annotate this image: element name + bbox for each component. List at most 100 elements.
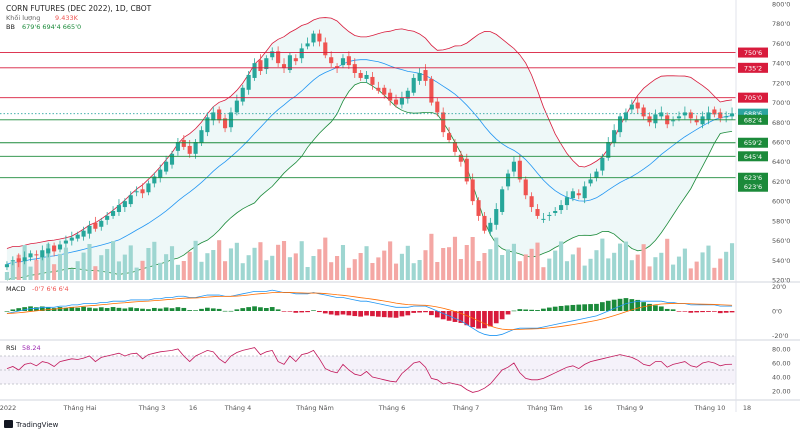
candle-body[interactable] bbox=[46, 248, 51, 254]
candle-body[interactable] bbox=[671, 120, 676, 122]
candle-body[interactable] bbox=[476, 200, 481, 216]
candle-body[interactable] bbox=[311, 33, 316, 43]
candle-body[interactable] bbox=[505, 173, 511, 187]
candle-body[interactable] bbox=[246, 74, 251, 90]
candle-body[interactable] bbox=[264, 58, 269, 70]
candle-body[interactable] bbox=[382, 87, 387, 95]
candle-body[interactable] bbox=[659, 112, 664, 117]
candle-body[interactable] bbox=[676, 116, 682, 119]
candle-body[interactable] bbox=[205, 117, 210, 133]
candle-body[interactable] bbox=[152, 176, 157, 184]
candle-body[interactable] bbox=[181, 140, 186, 147]
candle-body[interactable] bbox=[682, 112, 687, 116]
candle-body[interactable] bbox=[323, 42, 328, 56]
candle-body[interactable] bbox=[606, 142, 611, 158]
candle-body[interactable] bbox=[535, 209, 540, 216]
candle-body[interactable] bbox=[63, 240, 68, 244]
candle-body[interactable] bbox=[299, 48, 304, 59]
candle-body[interactable] bbox=[393, 99, 399, 105]
candle-body[interactable] bbox=[346, 56, 351, 66]
candle-body[interactable] bbox=[724, 116, 729, 118]
tradingview-logo[interactable]: TradingView bbox=[4, 420, 59, 429]
candle-body[interactable] bbox=[541, 218, 546, 220]
candle-body[interactable] bbox=[435, 101, 440, 113]
candle-body[interactable] bbox=[376, 87, 381, 91]
candle-body[interactable] bbox=[517, 160, 522, 180]
candle-body[interactable] bbox=[93, 222, 98, 229]
candle-body[interactable] bbox=[69, 237, 74, 241]
candle-body[interactable] bbox=[4, 264, 10, 268]
candle-body[interactable] bbox=[388, 92, 393, 101]
bb-label[interactable]: BB bbox=[6, 23, 15, 31]
candle-body[interactable] bbox=[234, 100, 239, 113]
candle-body[interactable] bbox=[494, 209, 499, 225]
macd-label[interactable]: MACD bbox=[6, 285, 25, 293]
candle-body[interactable] bbox=[405, 90, 410, 99]
candle-body[interactable] bbox=[28, 253, 33, 258]
candle-body[interactable] bbox=[553, 211, 558, 213]
candle-body[interactable] bbox=[694, 119, 699, 123]
candle-body[interactable] bbox=[287, 55, 292, 71]
candle-body[interactable] bbox=[193, 142, 198, 154]
candle-body[interactable] bbox=[458, 154, 463, 162]
candle-body[interactable] bbox=[105, 215, 110, 220]
candle-body[interactable] bbox=[511, 161, 516, 172]
candle-body[interactable] bbox=[399, 97, 404, 105]
candle-body[interactable] bbox=[635, 102, 640, 109]
candle-body[interactable] bbox=[57, 244, 63, 250]
candle-body[interactable] bbox=[252, 63, 257, 78]
candle-body[interactable] bbox=[559, 205, 564, 211]
candle-body[interactable] bbox=[441, 112, 446, 133]
candle-body[interactable] bbox=[623, 112, 629, 120]
candle-body[interactable] bbox=[240, 87, 245, 102]
candle-body[interactable] bbox=[588, 179, 593, 184]
candle-body[interactable] bbox=[712, 109, 717, 115]
candle-body[interactable] bbox=[647, 116, 652, 123]
candle-body[interactable] bbox=[500, 189, 505, 212]
candle-body[interactable] bbox=[358, 73, 363, 78]
candle-body[interactable] bbox=[576, 193, 581, 196]
macd-pane[interactable] bbox=[4, 289, 735, 336]
candle-body[interactable] bbox=[329, 57, 334, 64]
candle-body[interactable] bbox=[523, 179, 528, 196]
candle-body[interactable] bbox=[187, 145, 192, 154]
symbol-title[interactable]: CORN FUTURES (DEC 2022), 1D, CBOT bbox=[6, 4, 152, 13]
candle-body[interactable] bbox=[81, 230, 86, 237]
candle-body[interactable] bbox=[293, 58, 298, 62]
candle-body[interactable] bbox=[370, 76, 375, 85]
candle-body[interactable] bbox=[582, 186, 587, 199]
candle-body[interactable] bbox=[617, 116, 623, 133]
candle-body[interactable] bbox=[128, 195, 133, 205]
candle-body[interactable] bbox=[700, 116, 705, 125]
candle-body[interactable] bbox=[729, 113, 735, 117]
candle-body[interactable] bbox=[688, 112, 693, 119]
candle-body[interactable] bbox=[276, 51, 281, 64]
candle-body[interactable] bbox=[34, 254, 39, 256]
candle-body[interactable] bbox=[134, 191, 139, 193]
candle-body[interactable] bbox=[335, 66, 340, 69]
candle-body[interactable] bbox=[140, 189, 145, 194]
candle-body[interactable] bbox=[305, 43, 310, 47]
candle-body[interactable] bbox=[158, 169, 163, 178]
candle-body[interactable] bbox=[122, 201, 127, 208]
candle-body[interactable] bbox=[110, 211, 116, 216]
candle-body[interactable] bbox=[470, 179, 475, 202]
candle-body[interactable] bbox=[317, 33, 322, 42]
candle-body[interactable] bbox=[223, 118, 228, 129]
candle-body[interactable] bbox=[99, 220, 104, 227]
candle-body[interactable] bbox=[547, 214, 552, 216]
candle-body[interactable] bbox=[364, 74, 369, 79]
candle-body[interactable] bbox=[600, 157, 605, 171]
rsi-label[interactable]: RSI bbox=[6, 344, 17, 352]
candle-body[interactable] bbox=[52, 245, 57, 252]
candle-body[interactable] bbox=[564, 197, 570, 206]
candle-body[interactable] bbox=[464, 158, 469, 182]
candle-body[interactable] bbox=[570, 191, 575, 199]
candle-body[interactable] bbox=[217, 109, 222, 121]
candle-body[interactable] bbox=[594, 171, 599, 178]
candle-body[interactable] bbox=[411, 77, 416, 93]
candle-body[interactable] bbox=[612, 130, 617, 143]
candle-body[interactable] bbox=[16, 258, 21, 263]
candle-body[interactable] bbox=[447, 133, 452, 141]
